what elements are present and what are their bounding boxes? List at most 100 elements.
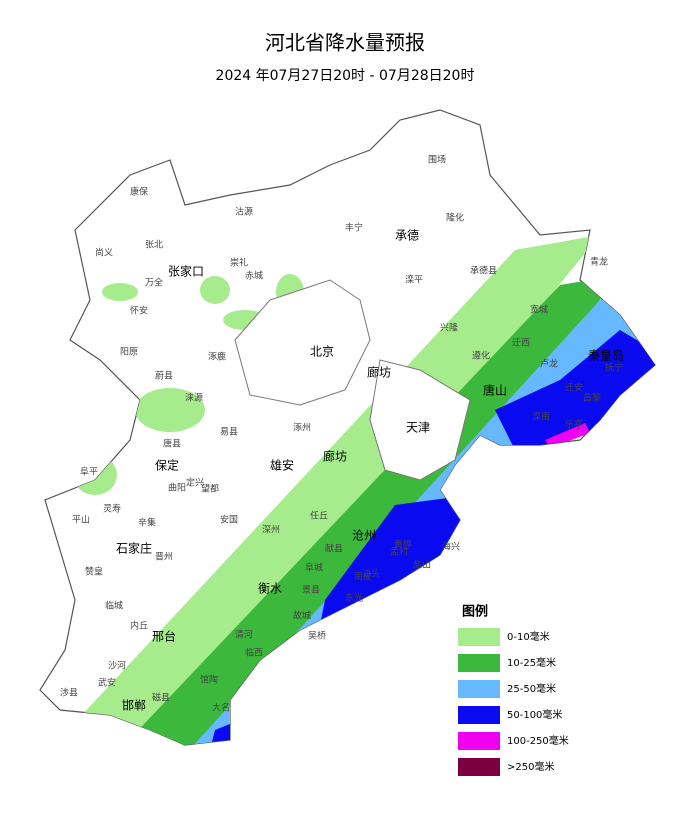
county-label: 蔚县 (155, 370, 173, 382)
city-label: 廊坊 (367, 365, 391, 380)
county-label: 景县 (302, 585, 320, 596)
county-label: 隆化 (446, 212, 464, 224)
county-label: 抚宁 (605, 362, 623, 374)
county-label: 灵寿 (103, 503, 121, 515)
rain-area (110, 275, 620, 745)
legend-swatch (458, 628, 500, 646)
county-label: 临西 (245, 647, 263, 659)
rain-area (40, 235, 600, 745)
city-label: 衡水 (258, 582, 282, 596)
county-label: 安国 (220, 514, 238, 526)
county-label: 承德县 (470, 265, 497, 277)
county-label: 望都 (201, 483, 219, 495)
county-label: 磁县 (152, 692, 170, 704)
county-label: 南皮 (354, 571, 372, 583)
legend-label: 100-250毫米 (507, 734, 569, 747)
county-label: 武安 (98, 677, 116, 689)
legend-label: 10-25毫米 (507, 656, 556, 669)
rain-area (545, 423, 590, 448)
county-label: 吴桥 (308, 630, 326, 642)
county-label: 盐山 (413, 559, 431, 571)
city-label: 石家庄 (116, 541, 152, 556)
county-label: 内丘 (130, 620, 148, 632)
city-label: 廊坊 (323, 449, 347, 464)
county-label: 献县 (325, 543, 343, 555)
county-label: 任丘 (310, 510, 328, 522)
county-label: 孟村 (390, 546, 408, 558)
county-label: 阳原 (120, 347, 138, 358)
legend-swatch (458, 680, 500, 698)
county-label: 唐县 (163, 438, 181, 450)
county-label: 滦平 (405, 274, 423, 286)
legend-swatch (458, 706, 500, 724)
map-subtitle: 2024 年07月27日20时 - 07月28日20时 (216, 68, 475, 84)
county-label: 尚义 (95, 247, 113, 259)
legend-label: 0-10毫米 (507, 630, 550, 643)
legend: 图例 0-10毫米 10-25毫米 25-50毫米 50-100毫米 100-250毫米… (458, 604, 569, 776)
legend-label: >250毫米 (507, 760, 554, 773)
county-label: 怀安 (130, 305, 148, 317)
county-label: 围场 (428, 155, 446, 166)
county-label: 定兴 (186, 477, 204, 489)
county-label: 易县 (220, 427, 238, 438)
city-label: 北京 (310, 345, 334, 359)
county-label: 大名 (212, 702, 230, 714)
county-label: 泊头 (362, 569, 380, 580)
legend-items: 0-10毫米 10-25毫米 25-50毫米 50-100毫米 100-250毫米 >25… (458, 628, 569, 776)
city-label: 沧州 (352, 528, 376, 543)
county-label: 晋州 (155, 552, 173, 563)
county-label: 丰宁 (345, 222, 363, 234)
county-label: 赞皇 (85, 566, 103, 578)
county-label: 沙河 (108, 660, 126, 672)
county-label: 迁安 (565, 382, 583, 394)
city-labels: 张家口 承德 北京 廊坊 天津 唐山 秦皇岛 保定 雄安 廊坊 石家庄 沧州 衡… (116, 228, 624, 713)
county-label: 深州 (262, 525, 280, 536)
city-label: 邯郸 (122, 698, 146, 713)
city-label: 天津 (406, 421, 430, 435)
county-label: 海兴 (442, 541, 460, 553)
map-title: 河北省降水量预报 (265, 31, 425, 55)
county-label: 东光 (345, 592, 363, 604)
city-label: 承德 (395, 228, 419, 243)
county-label: 涿鹿 (208, 351, 226, 363)
city-label: 张家口 (168, 264, 204, 279)
county-label: 辛集 (138, 517, 156, 529)
beijing-area (234, 279, 371, 406)
county-label: 故城 (293, 610, 311, 622)
legend-label: 25-50毫米 (507, 682, 556, 695)
county-label: 临城 (105, 600, 123, 612)
county-label: 阜城 (305, 562, 323, 574)
county-label: 迁西 (512, 338, 530, 349)
county-label: 黄骅 (394, 539, 412, 551)
legend-swatch (458, 732, 500, 750)
county-label: 馆陶 (200, 674, 218, 686)
county-label: 沽源 (235, 206, 253, 218)
county-label: 曲阳 (168, 483, 186, 494)
county-label: 阜平 (80, 466, 98, 478)
county-label: 康保 (130, 186, 148, 198)
county-label: 兴隆 (440, 322, 458, 334)
city-label: 雄安 (270, 458, 294, 473)
city-label: 秦皇岛 (588, 348, 624, 363)
county-label: 赤城 (245, 271, 263, 282)
county-label: 清河 (235, 629, 253, 641)
city-label: 保定 (155, 458, 179, 473)
county-label: 崇礼 (230, 257, 248, 269)
county-label: 遵化 (472, 350, 490, 362)
tianjin-area (369, 359, 471, 481)
county-label: 卢龙 (540, 358, 558, 370)
county-label: 宽城 (530, 304, 548, 316)
county-label: 昌黎 (583, 392, 601, 404)
county-label: 涉县 (60, 687, 78, 699)
county-label: 万全 (145, 277, 163, 289)
rain-area (495, 330, 655, 460)
county-label: 滦南 (532, 411, 550, 423)
county-label: 乐亭 (565, 419, 583, 431)
county-label: 青龙 (590, 256, 608, 268)
legend-label: 50-100毫米 (507, 708, 562, 721)
rain-area (135, 388, 205, 432)
legend-title: 图例 (462, 604, 488, 620)
county-label: 张北 (145, 240, 163, 251)
